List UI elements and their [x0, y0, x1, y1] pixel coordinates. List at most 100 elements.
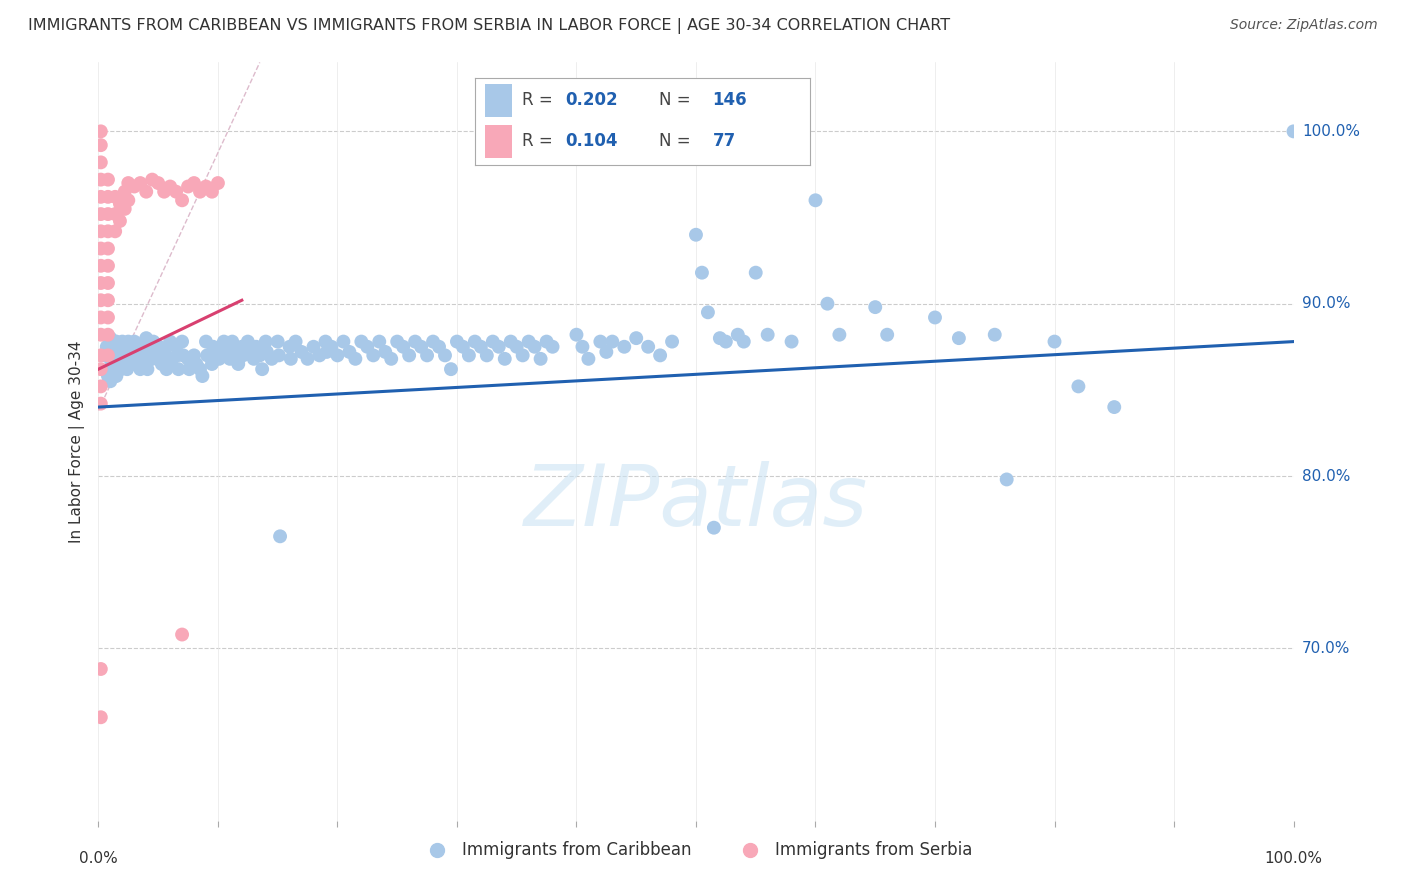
Text: 100.0%: 100.0% [1302, 124, 1360, 139]
Point [326, 348, 349, 362]
Point [108, 340, 131, 354]
Point [226, 357, 249, 371]
Point [195, 179, 218, 194]
Point [236, 334, 259, 349]
Point [90, 172, 112, 186]
Point [159, 179, 181, 194]
Point [97, 242, 120, 256]
Point [697, 305, 720, 319]
Point [1067, 379, 1090, 393]
Point [138, 340, 160, 354]
Point [148, 348, 170, 362]
Point [339, 345, 361, 359]
Point [256, 345, 278, 359]
Point [280, 351, 302, 366]
Point [111, 348, 134, 362]
Point [104, 224, 127, 238]
Point [97, 190, 120, 204]
Point [100, 345, 122, 359]
Point [523, 340, 546, 354]
Point [97, 224, 120, 238]
Point [117, 334, 139, 349]
Point [876, 327, 898, 342]
Point [804, 194, 827, 208]
Point [97, 310, 120, 325]
Point [172, 627, 194, 641]
Point [416, 348, 439, 362]
Text: 0.0%: 0.0% [79, 851, 118, 866]
Point [745, 266, 768, 280]
Point [202, 340, 225, 354]
Point [756, 327, 779, 342]
Point [177, 179, 200, 194]
Point [97, 276, 120, 290]
Point [97, 259, 120, 273]
Point [90, 242, 112, 256]
Point [101, 357, 124, 371]
Point [815, 296, 838, 310]
Point [90, 362, 112, 376]
Point [107, 345, 129, 359]
Point [571, 340, 593, 354]
Point [221, 334, 243, 349]
Point [924, 310, 946, 325]
Point [121, 345, 143, 359]
Point [108, 196, 131, 211]
Point [98, 351, 122, 366]
Point [219, 351, 242, 366]
Point [392, 340, 415, 354]
Point [685, 227, 707, 242]
Point [117, 176, 139, 190]
Point [703, 521, 725, 535]
Y-axis label: In Labor Force | Age 30-34: In Labor Force | Age 30-34 [69, 340, 84, 543]
Point [98, 362, 121, 376]
Point [155, 362, 177, 376]
Point [374, 345, 396, 359]
Point [208, 351, 231, 366]
Point [124, 348, 146, 362]
Point [517, 334, 540, 349]
Point [595, 345, 617, 359]
Point [90, 662, 112, 676]
Point [995, 473, 1018, 487]
Point [308, 348, 330, 362]
Point [297, 351, 319, 366]
Point [709, 331, 731, 345]
Point [302, 340, 325, 354]
Point [214, 345, 236, 359]
Point [356, 340, 378, 354]
Point [110, 362, 132, 376]
Point [530, 351, 553, 366]
Point [90, 348, 112, 362]
Point [578, 351, 600, 366]
Legend: Immigrants from Caribbean, Immigrants from Serbia: Immigrants from Caribbean, Immigrants fr… [413, 834, 979, 865]
Text: IMMIGRANTS FROM CARIBBEAN VS IMMIGRANTS FROM SERBIA IN LABOR FORCE | AGE 30-34 C: IMMIGRANTS FROM CARIBBEAN VS IMMIGRANTS … [28, 18, 950, 34]
Point [114, 185, 136, 199]
Point [172, 348, 194, 362]
Point [90, 397, 112, 411]
Point [481, 334, 505, 349]
Point [332, 334, 354, 349]
Point [124, 357, 146, 371]
Point [494, 351, 516, 366]
Point [1282, 124, 1305, 138]
Point [243, 351, 266, 366]
Text: Source: ZipAtlas.com: Source: ZipAtlas.com [1230, 18, 1378, 32]
Point [127, 351, 149, 366]
Point [90, 293, 112, 308]
Point [90, 190, 112, 204]
Point [451, 340, 474, 354]
Point [111, 334, 134, 349]
Point [1043, 334, 1066, 349]
Point [661, 334, 683, 349]
Point [648, 348, 672, 362]
Text: 80.0%: 80.0% [1302, 468, 1350, 483]
Point [427, 340, 450, 354]
Point [183, 176, 205, 190]
Point [112, 357, 135, 371]
Point [411, 340, 433, 354]
Point [690, 266, 713, 280]
Point [90, 207, 112, 221]
Point [135, 185, 157, 199]
Point [115, 351, 138, 366]
